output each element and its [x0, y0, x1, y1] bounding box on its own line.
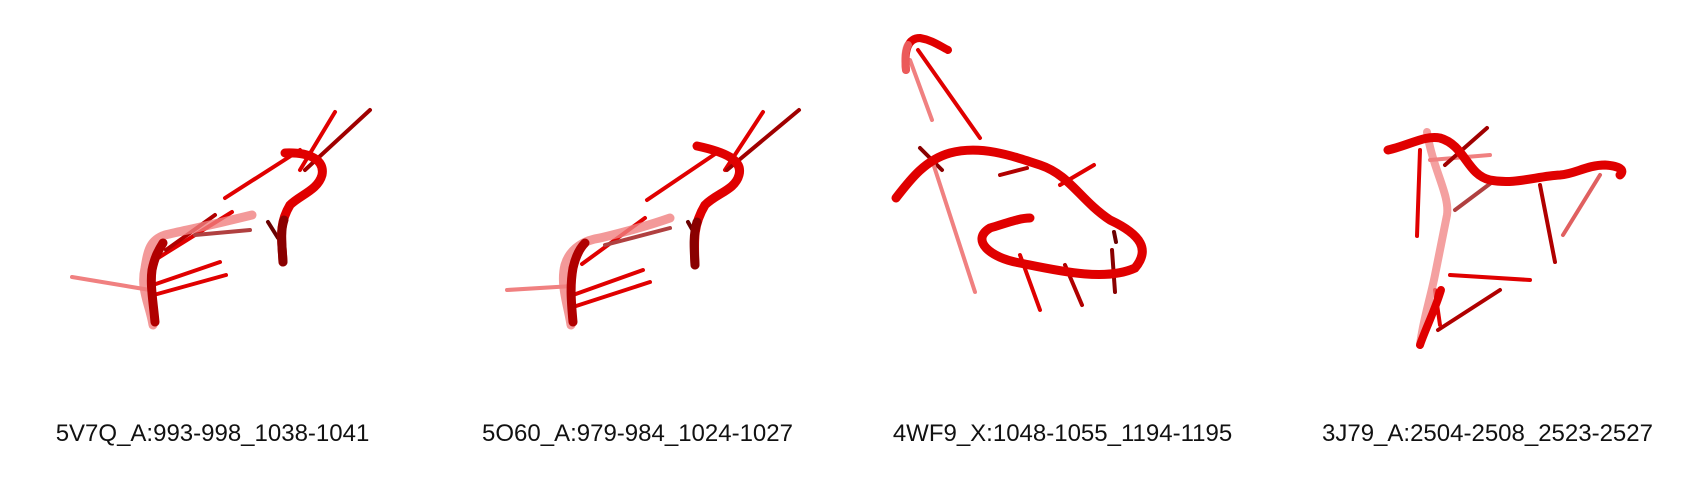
rna-structure-image-3	[891, 33, 1147, 312]
structure-panel-3: 4WF9_X:1048-1055_1194-1195	[850, 0, 1275, 480]
structure-panel-4: 3J79_A:2504-2508_2523-2527	[1275, 0, 1700, 480]
structure-label-4: 3J79_A:2504-2508_2523-2527	[1322, 420, 1653, 447]
rna-structure-image-2	[505, 108, 801, 330]
structure-label-1: 5V7Q_A:993-998_1038-1041	[55, 420, 370, 447]
rna-structure-image-1	[70, 108, 372, 330]
structure-label-3: 4WF9_X:1048-1055_1194-1195	[892, 420, 1233, 447]
structure-panel-1: 5V7Q_A:993-998_1038-1041	[0, 0, 425, 480]
rna-structure-image-4	[1383, 126, 1627, 349]
structure-label-2: 5O60_A:979-984_1024-1027	[482, 420, 793, 447]
structure-panel-2: 5O60_A:979-984_1024-1027	[425, 0, 850, 480]
